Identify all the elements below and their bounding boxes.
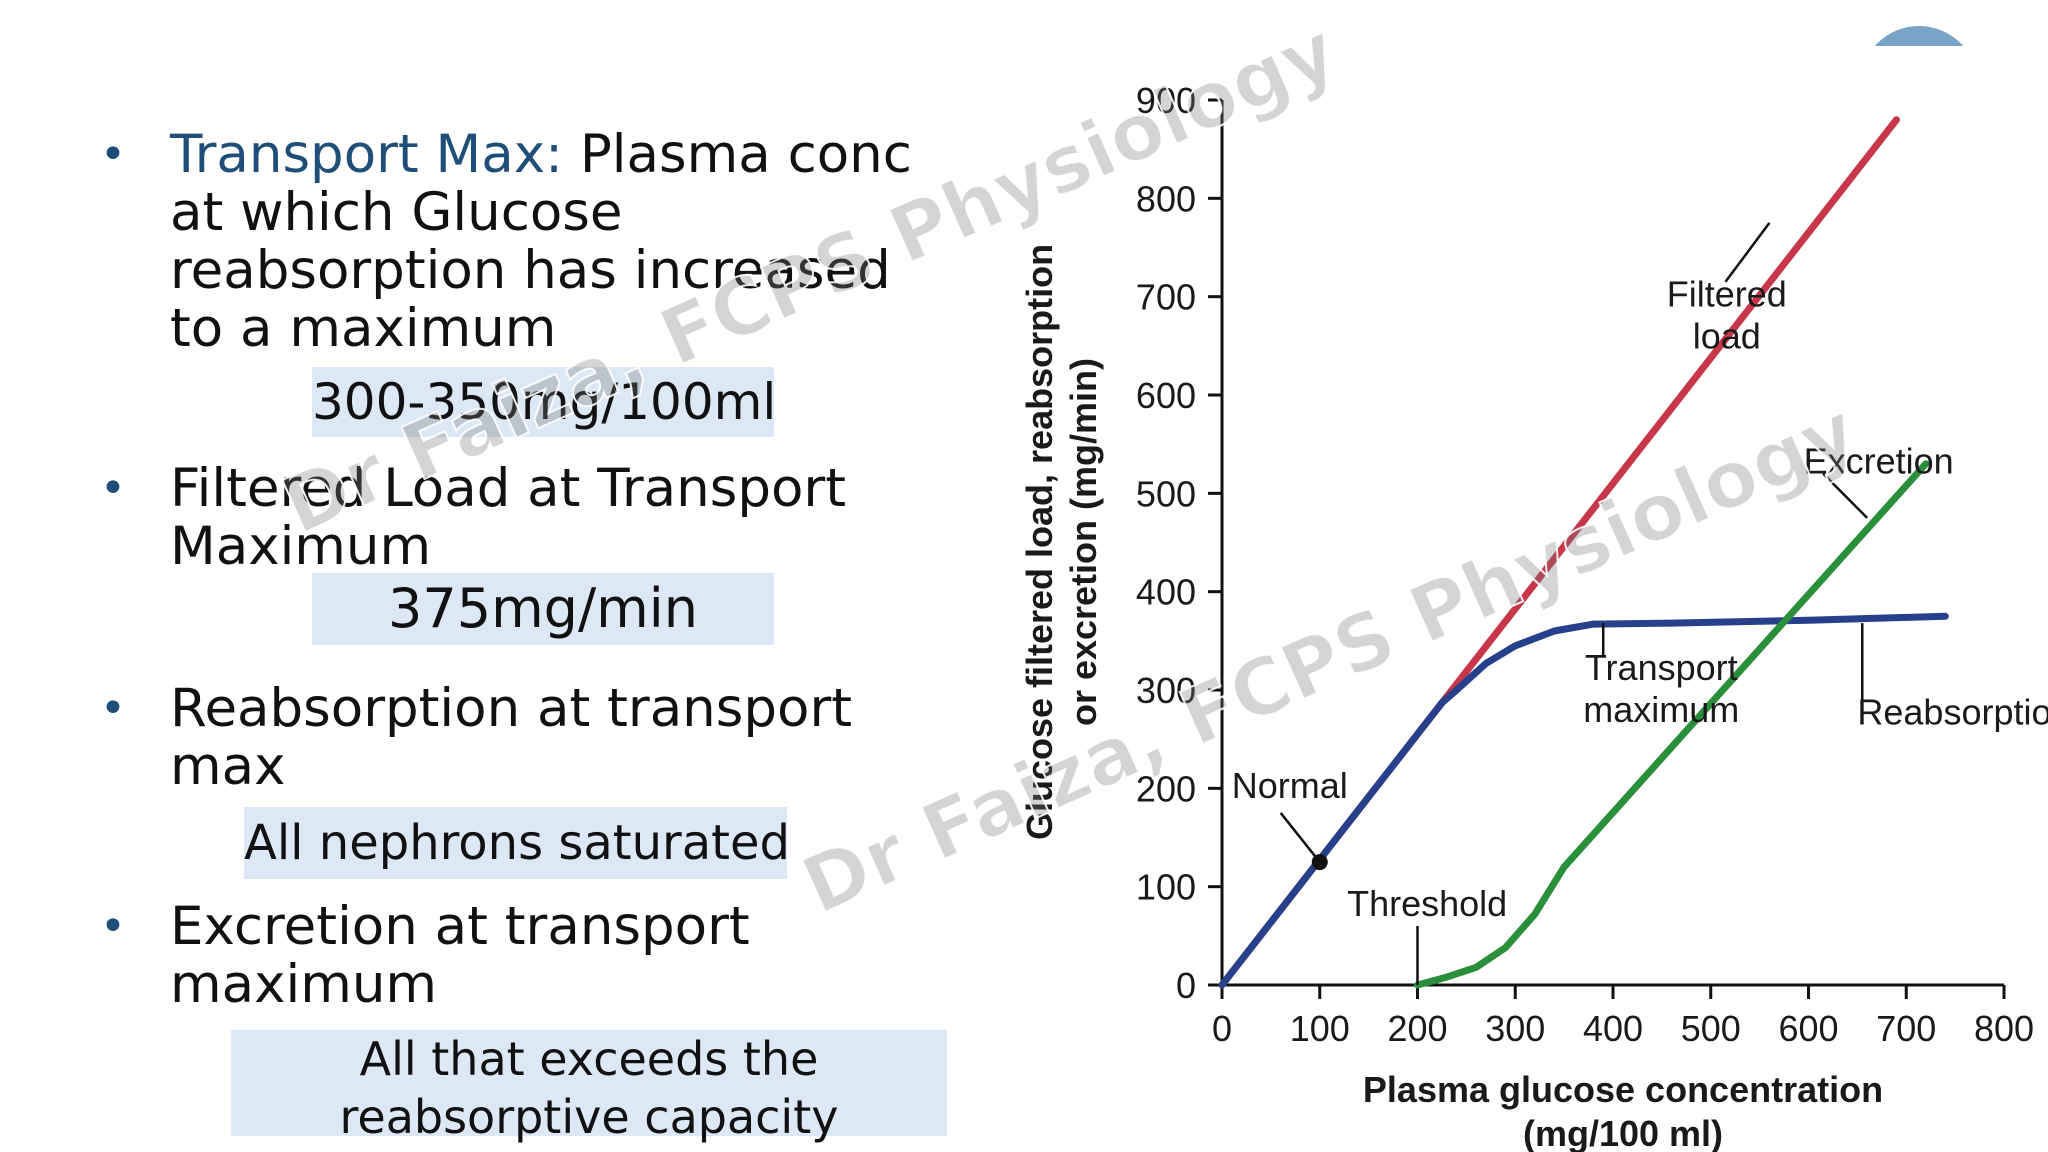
highlight-text: 300-350mg/100ml	[312, 373, 777, 431]
bullet-dot: •	[100, 901, 126, 952]
reabsorption-series-line	[1218, 612, 1949, 989]
annotation-label-1: Excretion	[1804, 441, 1954, 482]
bullet-text: at which Glucose	[170, 182, 623, 243]
y-tick-label: 400	[1136, 572, 1196, 613]
y-tick-label: 100	[1136, 867, 1196, 908]
annotation-label-5: Threshold	[1347, 883, 1507, 924]
bullet-text: Reabsorption at transport	[170, 678, 853, 739]
highlight-text: All nephrons saturated	[244, 815, 790, 871]
x-tick-label: 700	[1876, 1008, 1936, 1049]
y-tick-label: 500	[1136, 473, 1196, 514]
bullet-list: • Transport Max: Plasma conc at which Gl…	[0, 0, 1000, 1152]
annotation-leader-0	[1724, 222, 1771, 283]
bullet-reabsorption: • Reabsorption at transport max	[100, 678, 853, 797]
annotation-label-0: Filtered load	[1667, 274, 1787, 357]
bullet-text: Maximum	[170, 516, 432, 577]
highlight-text: 375mg/min	[388, 577, 698, 640]
y-tick-label: 200	[1136, 768, 1196, 809]
y-tick-label: 600	[1136, 375, 1196, 416]
bullet-text: Plasma conc	[579, 124, 912, 185]
bullet-transport-max: • Transport Max: Plasma conc at which Gl…	[100, 124, 912, 359]
bullet-dot: •	[100, 463, 126, 514]
bullet-filtered-load: • Filtered Load at Transport Maximum	[100, 458, 846, 577]
x-tick-label: 0	[1212, 1008, 1232, 1049]
highlight-tmax-value: 300-350mg/100ml	[312, 367, 777, 437]
y-tick-label: 300	[1136, 670, 1196, 711]
highlight-text: reabsorptive capacity	[339, 1090, 839, 1144]
bullet-text: Filtered Load at Transport	[170, 458, 846, 519]
highlight-reabsorption-value: All nephrons saturated	[244, 807, 790, 879]
bullet-dot: •	[100, 129, 126, 180]
highlight-excretion-value: All that exceeds the reabsorptive capaci…	[231, 1030, 947, 1144]
bullet-text: maximum	[170, 954, 438, 1015]
highlight-filtered-load-value: 375mg/min	[312, 573, 774, 645]
bullet-text: max	[170, 736, 286, 797]
y-tick-label: 900	[1136, 80, 1196, 121]
y-axis-title: Glucose filtered load, reabsorptionor ex…	[1019, 244, 1104, 840]
bullet-text: to a maximum	[170, 298, 557, 359]
x-tick-label: 200	[1387, 1008, 1447, 1049]
annotation-label-2: Transport maximum	[1583, 647, 1739, 730]
highlight-text: All that exceeds the	[359, 1032, 819, 1086]
bullet-text: reabsorption has increased	[170, 240, 891, 301]
y-tick-label: 700	[1136, 277, 1196, 318]
annotation-label-3: Reabsorption	[1857, 691, 2048, 732]
y-tick-label: 800	[1136, 178, 1196, 219]
term-transport-max: Transport Max:	[170, 124, 563, 185]
bullet-excretion: • Excretion at transport maximum	[100, 896, 750, 1015]
x-tick-label: 300	[1485, 1008, 1545, 1049]
x-tick-label: 800	[1974, 1008, 2034, 1049]
annotation-leader-4	[1279, 812, 1321, 863]
y-tick-label: 0	[1176, 965, 1196, 1006]
x-tick-label: 600	[1778, 1008, 1838, 1049]
decorative-corner-shape	[1860, 26, 1978, 46]
annotation-label-4: Normal	[1232, 765, 1348, 806]
bullet-dot: •	[100, 683, 126, 734]
bullet-text: Excretion at transport	[170, 896, 750, 957]
x-axis-title: Plasma glucose concentration (mg/100 ml)	[1363, 1069, 1883, 1152]
annotation-leader-1	[1822, 472, 1869, 519]
x-tick-label: 400	[1583, 1008, 1643, 1049]
x-tick-label: 100	[1290, 1008, 1350, 1049]
x-tick-label: 500	[1681, 1008, 1741, 1049]
excretion-series-line	[1414, 460, 1930, 989]
